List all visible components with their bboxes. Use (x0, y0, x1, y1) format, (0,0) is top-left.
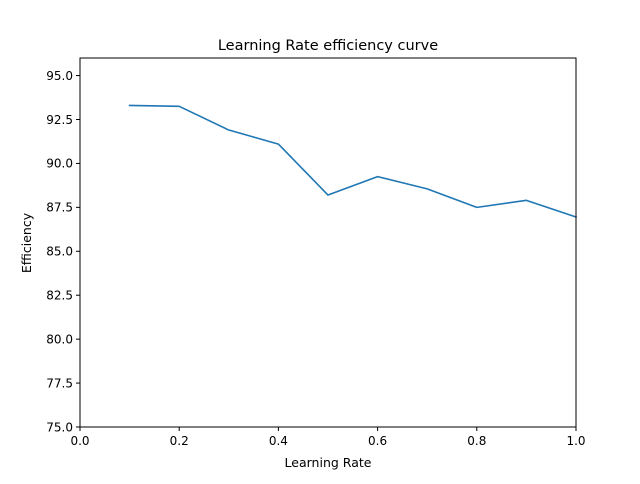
y-tick-label: 85.0 (46, 245, 73, 259)
y-tick-label: 75.0 (46, 420, 73, 434)
y-tick-label: 80.0 (46, 332, 73, 346)
chart-title: Learning Rate efficiency curve (218, 38, 438, 54)
plot-data-layer (128, 104, 578, 219)
y-axis-label: Efficiency (19, 212, 34, 273)
x-tick-label: 0.8 (467, 434, 486, 448)
y-tick-label: 82.5 (46, 289, 73, 303)
x-tick-label: 1.0 (566, 434, 585, 448)
axes-layer: 0.0 0.2 0.4 0.6 0.8 1.0 75.0 77.5 80.0 82.5 85.0 87… (46, 57, 586, 448)
plot-frame (79, 57, 577, 428)
series-line-0 (128, 104, 578, 219)
y-tick-label: 87.5 (46, 201, 73, 215)
x-tick-label: 0.6 (368, 434, 387, 448)
y-tick-label: 77.5 (46, 376, 73, 390)
y-tick-label: 90.0 (46, 157, 73, 171)
y-tick-label: 92.5 (46, 113, 73, 127)
x-tick-label: 0.2 (170, 434, 189, 448)
x-tick-label: 0.0 (70, 434, 89, 448)
x-axis-label: Learning Rate (285, 455, 372, 470)
x-tick-label: 0.4 (269, 434, 288, 448)
y-tick-label: 95.0 (46, 69, 73, 83)
